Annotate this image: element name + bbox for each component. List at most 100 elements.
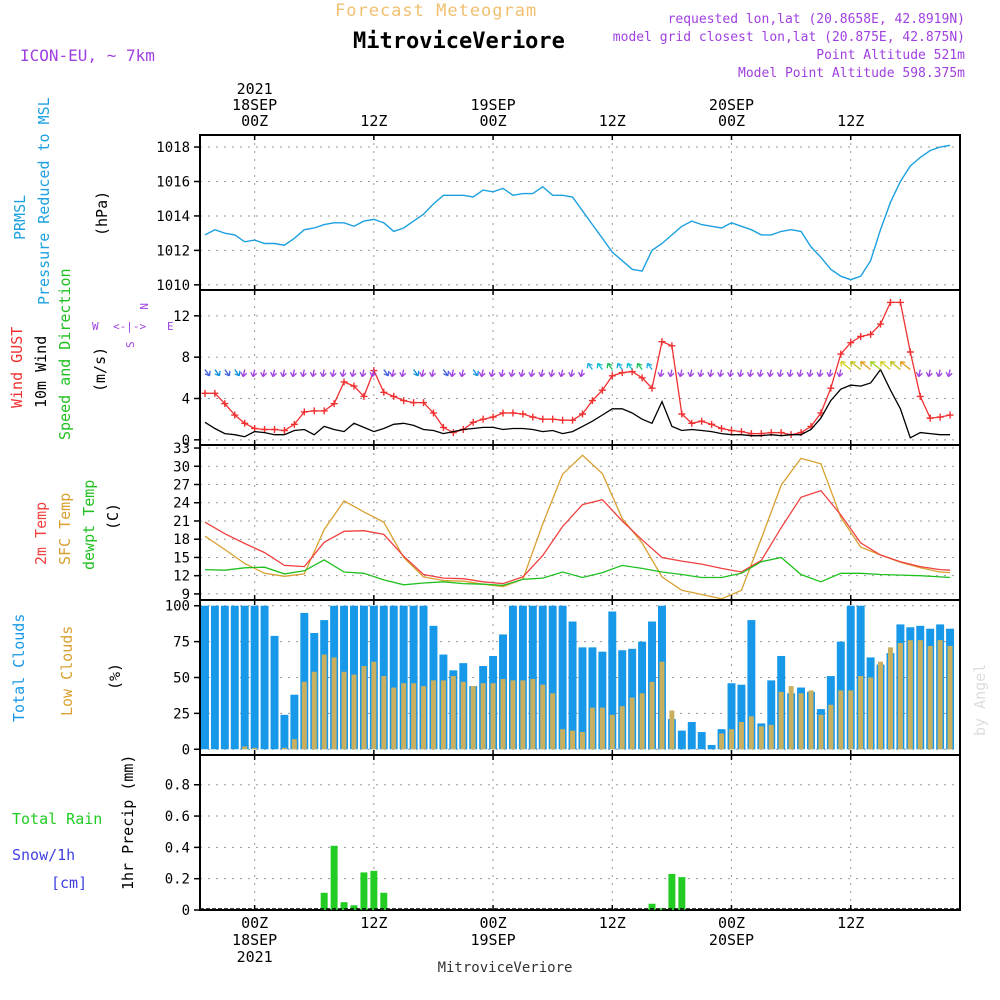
y-tick-label: 9 [182, 587, 190, 603]
wind-direction-arrow [879, 361, 891, 371]
gust-marker [330, 400, 338, 408]
clouds-unit: (%) [106, 663, 124, 690]
wind-direction-arrow [840, 361, 852, 371]
total-cloud-bar [300, 612, 309, 750]
wind-direction-arrow [419, 369, 427, 378]
low-cloud-bar [530, 678, 536, 750]
low-cloud-bar [897, 643, 903, 750]
total-cloud-bar [230, 605, 239, 750]
gust-marker [857, 333, 865, 340]
wind-direction-arrow [756, 369, 764, 378]
total-cloud-bar [200, 605, 209, 750]
low-cloud-bar [669, 710, 675, 750]
total-cloud-bar [419, 605, 428, 750]
wind-direction-arrow [717, 369, 725, 378]
wind-direction-arrow [448, 369, 456, 378]
gust-marker [201, 389, 209, 397]
gust-marker [608, 372, 616, 380]
low-cloud-bar [947, 645, 953, 750]
rain-bar [330, 845, 338, 910]
gust-marker [718, 424, 726, 432]
temp2m-label: 2m Temp [32, 502, 50, 565]
rain-bar [370, 870, 378, 910]
precip-unit: 1hr Precip (mm) [119, 755, 137, 890]
temp-unit: (C) [104, 503, 122, 530]
total-cloud-bar [528, 605, 537, 750]
gust-marker [847, 339, 855, 347]
low-cloud-bar [580, 732, 585, 750]
low-cloud-bar [510, 680, 516, 750]
low-cloud-bar [868, 677, 874, 750]
pressure-unit: (hPa) [93, 191, 111, 236]
y-tick-label: 1018 [156, 140, 190, 156]
low-cloud-bar [768, 724, 774, 750]
gust-marker [439, 423, 447, 431]
gust-marker [340, 378, 348, 386]
wind-direction-arrow [816, 369, 824, 378]
low-cloud-bar [798, 693, 804, 750]
wind-direction-arrow [389, 369, 397, 378]
gust-marker [926, 414, 934, 422]
gust-marker [638, 374, 646, 382]
wind-direction-arrow [850, 361, 862, 371]
wind-direction-arrow [458, 369, 466, 378]
y-tick-label: 33 [173, 441, 190, 457]
total-cloud-bar [290, 694, 299, 750]
location-title: MitroviceVeriore [353, 29, 565, 54]
wind-direction-arrow [224, 369, 231, 377]
gust-marker [559, 416, 567, 424]
low-cloud-bar [937, 640, 943, 750]
panel-frame [199, 289, 961, 446]
y-tick-label: 12 [173, 569, 190, 585]
panel-frame [199, 134, 961, 291]
low-cloud-bar [281, 747, 287, 750]
wind10-line [204, 368, 951, 439]
total-cloud-bar [280, 714, 289, 750]
gust-marker [221, 400, 229, 408]
rain-bar [380, 892, 388, 910]
wind-direction-arrow [925, 369, 933, 378]
gust-marker [410, 399, 418, 407]
y-tick-label: 0.4 [165, 840, 190, 856]
wind-direction-arrow [478, 369, 486, 378]
wind-direction-arrow [869, 361, 881, 371]
wind-direction-arrow [280, 369, 287, 378]
bottom-time-label: 19SEP [470, 931, 515, 949]
low-cloud-bar [252, 747, 258, 750]
wind-direction-arrow [746, 369, 754, 378]
gust-marker [261, 426, 269, 433]
sfc-label: SFC Temp [56, 493, 74, 565]
wind-direction-arrow [687, 369, 695, 378]
rain-bar [360, 872, 368, 910]
low-cloud-bar [570, 730, 576, 750]
low-clouds-label: Low Clouds [58, 626, 76, 716]
gust-marker [420, 399, 428, 407]
bottom-time-label: 12Z [837, 914, 864, 932]
wind-direction-arrow [677, 369, 685, 378]
rain-bar [668, 873, 676, 910]
gust-marker [350, 382, 358, 390]
y-tick-label: 27 [173, 478, 190, 494]
bottom-time-label: 18SEP [232, 931, 277, 949]
wind-direction-arrow [568, 369, 576, 378]
model-label: ICON-EU, ~ 7km [20, 46, 155, 65]
rain-bar [648, 903, 656, 910]
gust-marker [867, 330, 875, 338]
point-altitude: Point Altitude 521m [816, 48, 965, 63]
low-cloud-bar [818, 714, 824, 750]
dewpt-label: dewpt Temp [80, 480, 98, 570]
low-cloud-bar [520, 680, 526, 750]
gust-marker [519, 410, 527, 418]
total-cloud-bar [538, 605, 547, 750]
snow-unit-label: [cm] [51, 874, 87, 892]
rain-bar [350, 905, 358, 910]
gust-marker [360, 392, 368, 400]
y-tick-label: 75 [173, 635, 190, 651]
gust-marker [569, 416, 577, 424]
wind-direction-arrow [349, 369, 357, 378]
compass-west: W [92, 320, 99, 333]
gust-marker [390, 392, 398, 400]
gust-marker [429, 409, 437, 417]
wind-direction-arrow [508, 369, 516, 378]
